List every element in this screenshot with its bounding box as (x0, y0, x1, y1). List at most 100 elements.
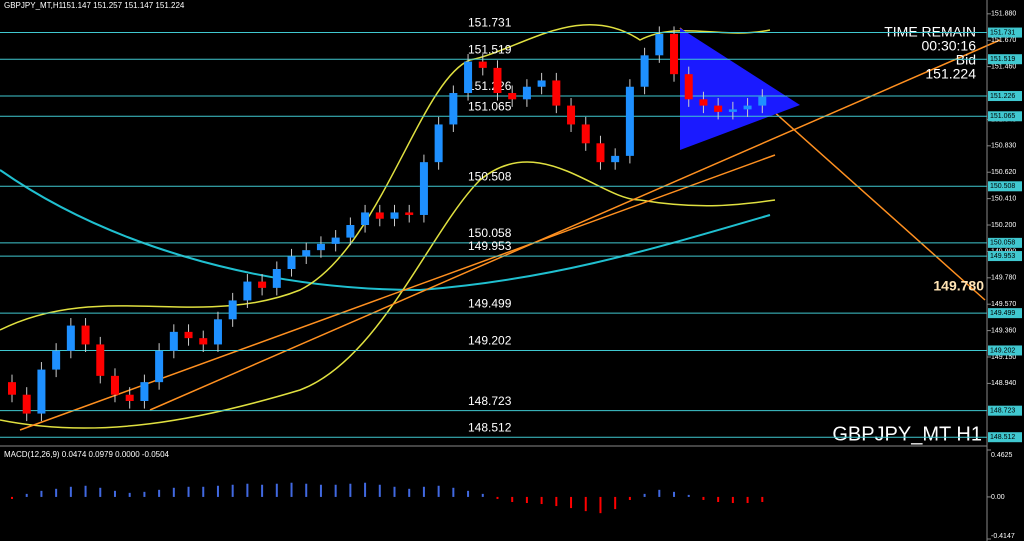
candle-body (464, 61, 473, 94)
macd-bar (437, 485, 440, 497)
level-tag-label: 150.058 (990, 240, 1015, 247)
candle-body (684, 74, 693, 100)
level-label: 148.512 (468, 420, 512, 434)
macd-bar (69, 486, 72, 497)
candle-body (302, 250, 311, 257)
macd-title: MACD(12,26,9) 0.0474 0.0979 0.0000 -0.05… (4, 450, 170, 459)
candle-body (493, 67, 502, 94)
level-tag-label: 149.202 (990, 347, 1015, 354)
macd-bar (496, 496, 499, 499)
level-label: 148.723 (468, 394, 512, 408)
level-tag (988, 237, 1022, 248)
macd-bar (452, 487, 455, 497)
level-tag (988, 91, 1022, 102)
macd-bar (305, 483, 308, 497)
candle-body (287, 256, 296, 270)
candle-body (581, 124, 590, 144)
level-tag (988, 251, 1022, 262)
candle-body (125, 394, 134, 402)
macd-bar (84, 485, 87, 497)
macd-bar (584, 496, 587, 512)
macd-bar (673, 491, 676, 497)
price-marker: 149.780 (933, 278, 984, 294)
y-tick-label: 151.880 (991, 11, 1016, 18)
level-label: 150.508 (468, 169, 512, 183)
macd-bar (378, 484, 381, 497)
macd-bar (467, 490, 470, 497)
macd-bar (614, 496, 617, 510)
candle-body (169, 331, 178, 351)
candle-body (758, 96, 767, 106)
macd-bar (11, 496, 13, 499)
level-tag (988, 308, 1022, 319)
y-tick-label: 149.570 (991, 301, 1016, 308)
candle-body (184, 331, 193, 339)
level-tag-label: 148.723 (990, 408, 1015, 415)
candle-body (522, 86, 531, 100)
y-tick-label: 150.620 (991, 169, 1016, 176)
candle-body (8, 382, 16, 395)
y-tick-label: 150.830 (991, 143, 1016, 150)
macd-bar (187, 486, 190, 497)
macd-bar (334, 484, 337, 497)
macd-bar (128, 492, 131, 497)
y-tick-label: 0.00 (991, 494, 1005, 501)
candle-body (640, 55, 649, 87)
candle-body (375, 212, 384, 219)
y-tick-label: 150.410 (991, 195, 1016, 202)
level-tag (988, 181, 1022, 192)
candle-body (728, 109, 737, 112)
macd-bar (246, 483, 249, 497)
macd-bar (717, 496, 720, 502)
macd-bar (540, 496, 543, 505)
macd-bar (599, 496, 602, 514)
macd-bar (643, 493, 646, 497)
macd-bar (364, 482, 367, 497)
y-tick-label: 150.200 (991, 222, 1016, 229)
macd-bar (40, 490, 43, 497)
candle-body (508, 93, 517, 100)
level-tag-label: 150.508 (990, 183, 1015, 190)
macd-bar (731, 496, 734, 504)
y-tick-label: 149.150 (991, 354, 1016, 361)
macd-bar (511, 496, 514, 502)
level-label: 151.519 (468, 42, 512, 56)
candle-body (611, 155, 620, 163)
time-remain-label: TIME REMAIN (884, 24, 976, 40)
macd-bar (746, 496, 749, 504)
bid-value: 151.224 (925, 66, 976, 82)
macd-bar (525, 496, 528, 504)
candle-body (537, 80, 546, 87)
candle-body (552, 80, 561, 106)
candle-body (714, 105, 723, 112)
level-tag (988, 111, 1022, 122)
macd-bar (99, 487, 102, 497)
candle-body (213, 319, 222, 345)
candle-body (81, 325, 90, 345)
macd-bar (658, 489, 661, 497)
macd-bar (555, 496, 558, 507)
macd-bar (349, 483, 352, 497)
level-tag-label: 149.953 (990, 253, 1015, 260)
macd-bar (55, 488, 58, 497)
candle-body (316, 243, 325, 251)
level-tag-label: 151.065 (990, 113, 1015, 120)
macd-bar (481, 493, 484, 497)
y-tick-label: 151.460 (991, 63, 1016, 70)
macd-bar (422, 486, 425, 497)
level-label: 149.202 (468, 334, 512, 348)
macd-bar (261, 484, 264, 497)
level-tag (988, 345, 1022, 356)
level-label: 150.058 (468, 226, 512, 240)
candle-body (155, 350, 164, 383)
candle-body (405, 212, 414, 215)
candle-body (596, 143, 605, 163)
level-tag (988, 54, 1022, 65)
candle-body (567, 105, 576, 125)
level-tag-label: 151.226 (990, 93, 1015, 100)
macd-bar (216, 485, 219, 497)
candle-body (199, 338, 208, 345)
macd-bar (231, 484, 234, 497)
candle-body (419, 162, 428, 215)
